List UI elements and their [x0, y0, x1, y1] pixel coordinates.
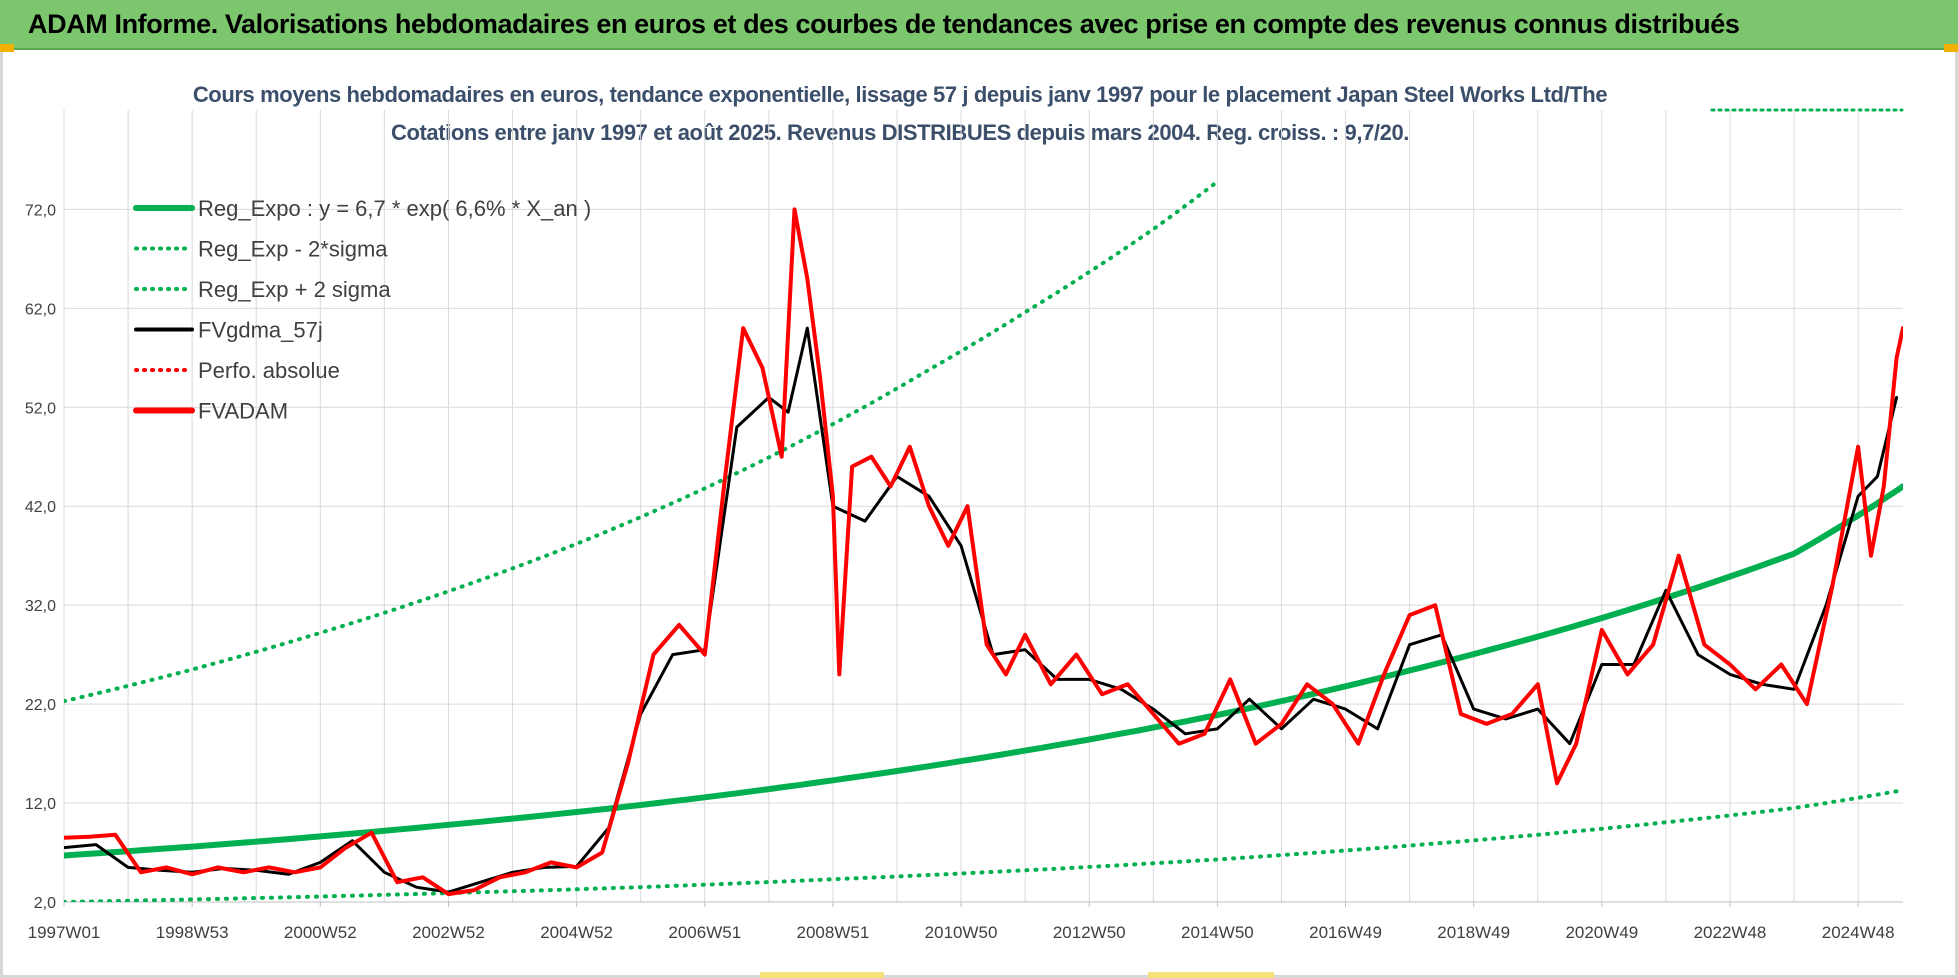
- legend-label: FVgdma_57j: [198, 318, 323, 343]
- x-tick-label: 2024W48: [1822, 923, 1895, 942]
- y-tick-label: 2,0: [34, 895, 56, 912]
- bottom-marker-2: [1148, 972, 1274, 978]
- x-tick-label: 2004W52: [540, 923, 613, 942]
- x-axis: 1997W01 1998W53 2000W52 2002W52 2004W52 2006W…: [28, 901, 1903, 942]
- legend: Reg_Expo : y = 6,7 * exp( 6,6% * X_an ) R…: [133, 196, 591, 424]
- chart-panel: [0, 52, 1958, 978]
- series-fvadam: [64, 207, 1903, 897]
- app-header: ADAM Informe. Valorisations hebdomadaire…: [0, 0, 1958, 50]
- y-tick-label: 72,0: [25, 202, 56, 219]
- y-tick-label: 52,0: [25, 400, 56, 417]
- legend-label: FVADAM: [198, 399, 288, 424]
- x-tick-label: 2016W49: [1309, 923, 1382, 942]
- x-tick-label: 2018W49: [1437, 923, 1510, 942]
- y-tick-label: 32,0: [25, 598, 56, 615]
- x-tick-label: 2020W49: [1565, 923, 1638, 942]
- y-tick-label: 62,0: [25, 301, 56, 318]
- x-tick-label: 2010W50: [925, 923, 998, 942]
- chart-subtitle: Cotations entre janv 1997 et août 2025. …: [390, 120, 1410, 145]
- x-tick-label: 2022W48: [1694, 923, 1767, 942]
- series-fvgdma: [64, 326, 1899, 894]
- x-tick-label: 1997W01: [28, 923, 101, 942]
- page-title: ADAM Informe. Valorisations hebdomadaire…: [28, 9, 1740, 39]
- y-tick-label: 22,0: [25, 697, 56, 714]
- series-lines: [64, 179, 1903, 902]
- legend-label: Reg_Exp - 2*sigma: [198, 237, 388, 262]
- y-tick-label: 12,0: [25, 796, 56, 813]
- x-tick-label: 2006W51: [668, 923, 741, 942]
- x-tick-label: 2002W52: [412, 923, 485, 942]
- legend-label: Reg_Expo : y = 6,7 * exp( 6,6% * X_an ): [198, 196, 591, 221]
- corner-marker-left: [0, 44, 14, 52]
- legend-label: Perfo. absolue: [198, 358, 340, 383]
- x-tick-label: 1998W53: [156, 923, 229, 942]
- x-tick-label: 2014W50: [1181, 923, 1254, 942]
- y-tick-label: 42,0: [25, 499, 56, 516]
- series-reg-exp-minus: [64, 788, 1903, 902]
- legend-label: Reg_Exp + 2 sigma: [198, 277, 391, 302]
- corner-marker-right: [1944, 44, 1958, 52]
- y-axis: 2,0 12,0 22,0 32,0 42,0 52,0 62,0 72,0: [25, 202, 56, 912]
- grid-lines: [63, 110, 1903, 903]
- x-tick-label: 2000W52: [284, 923, 357, 942]
- series-reg-exp-plus: [64, 179, 1220, 704]
- bottom-marker-1: [760, 972, 884, 978]
- x-tick-label: 2012W50: [1053, 923, 1126, 942]
- x-tick-label: 2008W51: [797, 923, 870, 942]
- chart-title: Cours moyens hebdomadaires en euros, ten…: [192, 82, 1608, 107]
